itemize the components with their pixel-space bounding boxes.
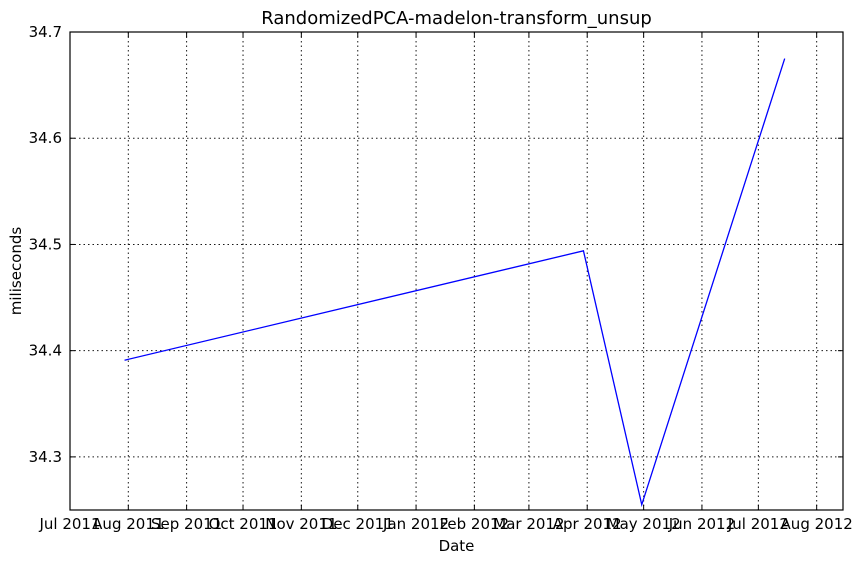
x-tick-label: Jul 2011 [38,515,100,533]
x-tick-label: Sep 2011 [151,515,222,533]
chart-title: RandomizedPCA-madelon-transform_unsup [261,8,652,29]
x-tick-label: Nov 2011 [265,515,337,533]
y-tick-label: 34.5 [29,235,62,253]
x-tick-label: Jun 2012 [668,515,735,533]
x-tick-label: May 2012 [607,515,681,533]
x-axis-label: Date [439,537,475,555]
y-axis-label: miliseconds [7,227,25,316]
x-tick-label: Jan 2012 [382,515,449,533]
y-tick-labels: 34.3 34.4 34.5 34.6 34.7 [29,23,62,466]
series-line [124,58,786,508]
series-layer [124,58,786,508]
y-tick-label: 34.6 [29,129,62,147]
y-tick-label: 34.4 [29,342,62,360]
x-tick-label: Aug 2012 [781,515,853,533]
x-tick-label: Feb 2012 [440,515,510,533]
x-tick-label: Oct 2011 [209,515,278,533]
y-tick-label: 34.3 [29,448,62,466]
y-tick-label: 34.7 [29,23,62,41]
x-tick-label: Jul 2012 [727,515,789,533]
x-tick-label: Dec 2011 [322,515,394,533]
tick-layer [69,31,843,510]
x-tick-label: Apr 2012 [553,515,622,533]
x-tick-label: Mar 2012 [493,515,564,533]
x-tick-label: Aug 2011 [92,515,164,533]
plot-frame [69,31,844,511]
